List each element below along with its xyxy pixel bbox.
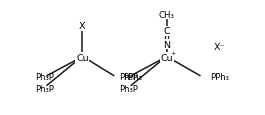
Text: Ph₃P: Ph₃P — [119, 72, 138, 81]
Text: Cu: Cu — [160, 54, 173, 63]
Text: Ph₃P: Ph₃P — [35, 72, 54, 81]
Text: C: C — [163, 27, 170, 36]
Text: X: X — [79, 22, 86, 31]
Text: +: + — [170, 51, 175, 56]
Text: X⁻: X⁻ — [214, 43, 225, 52]
Text: Ph₃P: Ph₃P — [119, 85, 138, 93]
Text: CH₃: CH₃ — [159, 11, 175, 20]
Text: PPh₃: PPh₃ — [210, 72, 229, 81]
Text: Cu: Cu — [76, 54, 89, 63]
Text: N: N — [163, 40, 170, 49]
Text: Ph₃P: Ph₃P — [35, 85, 54, 93]
Text: PPh₃: PPh₃ — [123, 72, 142, 81]
